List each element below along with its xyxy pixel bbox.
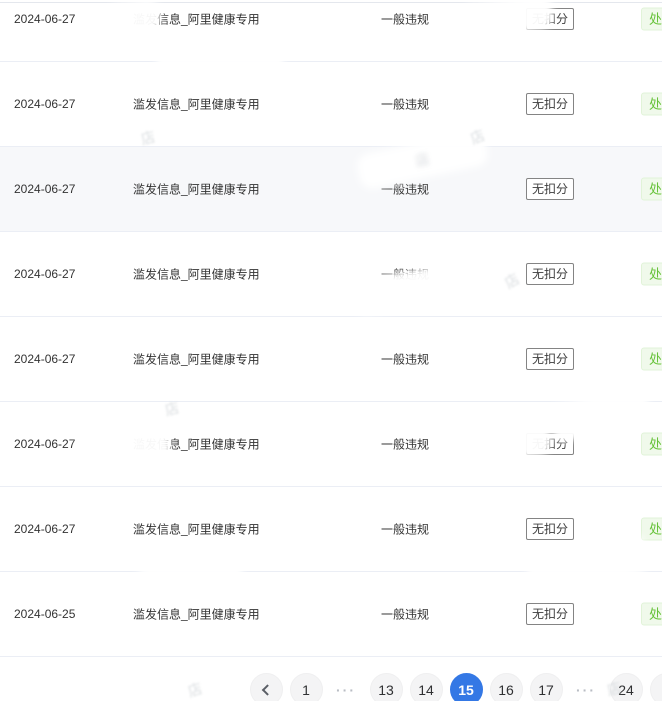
status-cell: 处 — [641, 7, 662, 31]
status-cell: 处 — [641, 517, 662, 541]
violation-type: 滥发信息_阿里健康专用 — [133, 352, 260, 367]
page-button-14[interactable]: 14 — [409, 673, 443, 701]
violation-severity: 一般违规 — [381, 352, 430, 367]
table-row: 2024-06-27 滥发信息_阿里健康专用 一般违规 无扣分 处 — [0, 147, 662, 232]
table-row: 2024-06-27 滥发信息_阿里健康专用 一般违规 无扣分 处 — [0, 232, 662, 317]
points-cell: 无扣分 — [526, 8, 575, 30]
prev-page-button[interactable] — [249, 673, 283, 701]
status-tag: 处 — [641, 92, 662, 116]
points-cell: 无扣分 — [526, 433, 575, 455]
points-cell: 无扣分 — [526, 518, 575, 540]
violation-date: 2024-06-27 — [14, 12, 76, 26]
points-cell: 无扣分 — [526, 263, 575, 285]
points-badge: 无扣分 — [526, 518, 575, 540]
table-row: 2024-06-25 滥发信息_阿里健康专用 一般违规 无扣分 处 — [0, 572, 662, 657]
next-page-button[interactable] — [649, 673, 662, 701]
violation-date: 2024-06-25 — [14, 607, 76, 621]
violation-type: 滥发信息_阿里健康专用 — [133, 607, 260, 622]
points-badge: 无扣分 — [526, 433, 575, 455]
status-tag: 处 — [641, 432, 662, 456]
status-tag: 处 — [641, 602, 662, 626]
points-badge: 无扣分 — [526, 178, 575, 200]
page-button-16[interactable]: 16 — [489, 673, 523, 701]
status-tag: 处 — [641, 7, 662, 31]
violation-type: 滥发信息_阿里健康专用 — [133, 97, 260, 112]
violation-severity: 一般违规 — [381, 97, 430, 112]
violation-severity: 一般违规 — [381, 607, 430, 622]
table-row: 2024-06-27 滥发信息_阿里健康专用 一般违规 无扣分 处 — [0, 317, 662, 402]
violation-type: 滥发信息_阿里健康专用 — [133, 12, 260, 27]
status-tag: 处 — [641, 517, 662, 541]
points-cell: 无扣分 — [526, 603, 575, 625]
status-tag: 处 — [641, 177, 662, 201]
points-cell: 无扣分 — [526, 93, 575, 115]
points-cell: 无扣分 — [526, 178, 575, 200]
violation-date: 2024-06-27 — [14, 97, 76, 111]
points-badge: 无扣分 — [526, 263, 575, 285]
table-row: 2024-06-27 滥发信息_阿里健康专用 一般违规 无扣分 处 — [0, 0, 662, 62]
status-cell: 处 — [641, 432, 662, 456]
violation-type: 滥发信息_阿里健康专用 — [133, 522, 260, 537]
pagination-ellipsis: ··· — [336, 681, 356, 698]
status-cell: 处 — [641, 92, 662, 116]
violation-type: 滥发信息_阿里健康专用 — [133, 267, 260, 282]
violation-date: 2024-06-27 — [14, 267, 76, 281]
violation-severity: 一般违规 — [381, 182, 430, 197]
points-badge: 无扣分 — [526, 348, 575, 370]
pagination-ellipsis: ··· — [576, 681, 596, 698]
pagination: 1 ··· 13 14 15 16 17 ··· 24 — [0, 657, 662, 701]
chevron-left-icon — [261, 683, 274, 696]
table-row: 2024-06-27 滥发信息_阿里健康专用 一般违规 无扣分 处 — [0, 402, 662, 487]
violation-severity: 一般违规 — [381, 12, 430, 27]
points-badge: 无扣分 — [526, 8, 575, 30]
violation-table: 2024-06-27 滥发信息_阿里健康专用 一般违规 无扣分 处 2024-0… — [0, 0, 662, 657]
status-tag: 处 — [641, 347, 662, 371]
page-button-13[interactable]: 13 — [369, 673, 403, 701]
status-cell: 处 — [641, 602, 662, 626]
violation-date: 2024-06-27 — [14, 437, 76, 451]
table-row: 2024-06-27 滥发信息_阿里健康专用 一般违规 无扣分 处 — [0, 62, 662, 147]
violation-severity: 一般违规 — [381, 437, 430, 452]
status-cell: 处 — [641, 177, 662, 201]
violation-severity: 一般违规 — [381, 522, 430, 537]
violation-date: 2024-06-27 — [14, 182, 76, 196]
violation-date: 2024-06-27 — [14, 352, 76, 366]
table-top-divider — [0, 2, 662, 3]
status-tag: 处 — [641, 262, 662, 286]
points-badge: 无扣分 — [526, 93, 575, 115]
page-button-1[interactable]: 1 — [289, 673, 323, 701]
page-button-15[interactable]: 15 — [449, 673, 483, 701]
violation-date: 2024-06-27 — [14, 522, 76, 536]
status-cell: 处 — [641, 347, 662, 371]
table-row: 2024-06-27 滥发信息_阿里健康专用 一般违规 无扣分 处 — [0, 487, 662, 572]
violation-type: 滥发信息_阿里健康专用 — [133, 437, 260, 452]
points-cell: 无扣分 — [526, 348, 575, 370]
status-cell: 处 — [641, 262, 662, 286]
page-button-24[interactable]: 24 — [609, 673, 643, 701]
violation-severity: 一般违规 — [381, 267, 430, 282]
page-button-17[interactable]: 17 — [529, 673, 563, 701]
points-badge: 无扣分 — [526, 603, 575, 625]
violation-type: 滥发信息_阿里健康专用 — [133, 182, 260, 197]
